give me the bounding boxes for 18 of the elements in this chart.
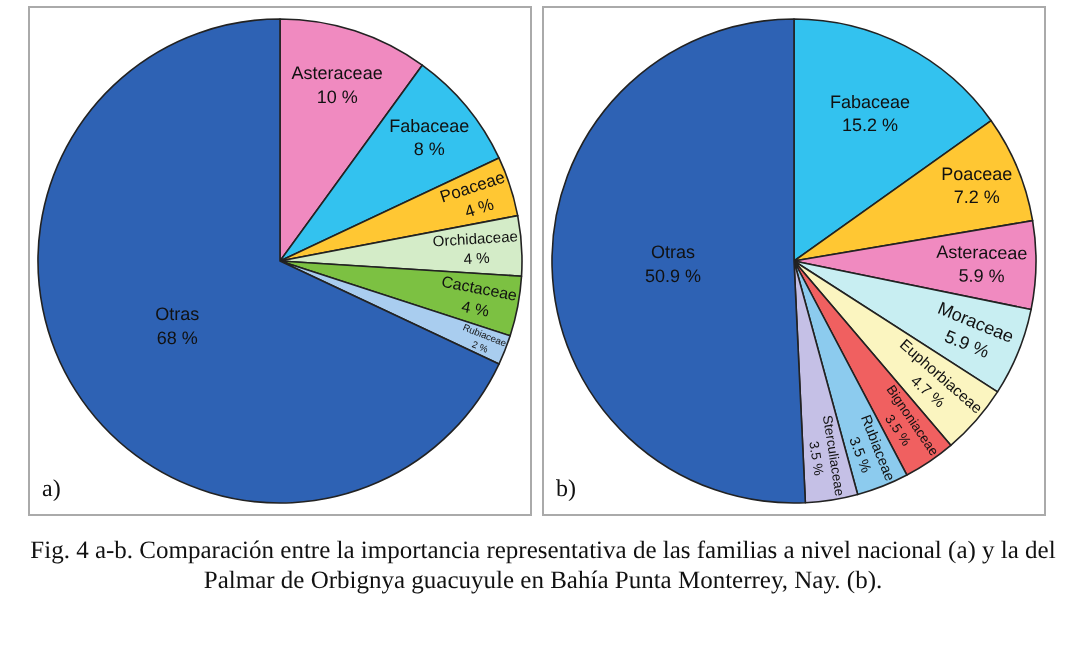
slice-label: Asteraceae — [291, 63, 383, 84]
slice-label: Otras — [155, 304, 201, 325]
text: a) — [42, 474, 61, 502]
data-label: 7.2 % — [953, 186, 1000, 207]
data-label: 4 % — [462, 193, 497, 222]
caption: Fig. 4 a-b. Comparación entre la importancia representativa de las familias a nivel nacional (a) y la del Palmar de Orbignya guacuyule en Bahía Punta Monterrey, Nay. (b). — [28, 536, 1058, 596]
slice-label: Asteraceae — [936, 241, 1028, 264]
data-label: 10 % — [316, 86, 358, 107]
text: b) — [556, 474, 576, 502]
slice-label: Poaceae — [941, 163, 1013, 184]
data-label: 8 % — [413, 139, 445, 160]
data-label: 15.2 % — [842, 115, 899, 136]
slice-label: Otras — [651, 242, 697, 263]
data-label: 68 % — [156, 327, 198, 348]
data-label: 5.9 % — [958, 265, 1005, 287]
slice-label: Fabaceae — [389, 115, 470, 136]
data-label: 50.9 % — [645, 265, 702, 286]
slice-label: Fabaceae — [830, 91, 911, 112]
